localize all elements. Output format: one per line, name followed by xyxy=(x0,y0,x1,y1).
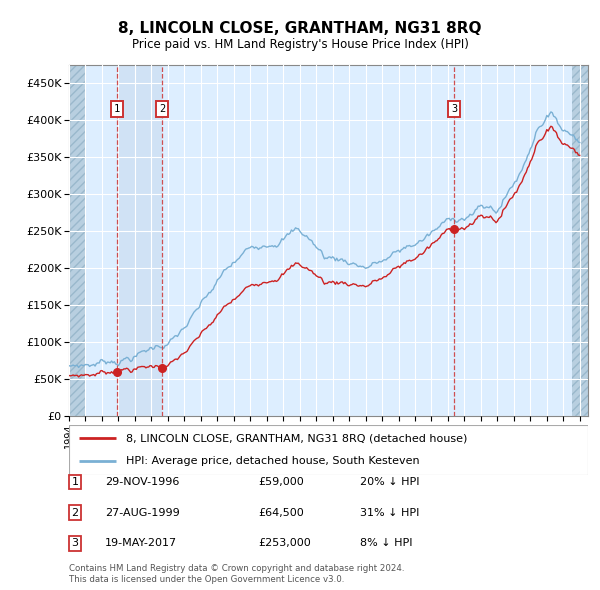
Text: 8, LINCOLN CLOSE, GRANTHAM, NG31 8RQ: 8, LINCOLN CLOSE, GRANTHAM, NG31 8RQ xyxy=(118,21,482,35)
Text: 27-AUG-1999: 27-AUG-1999 xyxy=(105,508,180,517)
Text: 3: 3 xyxy=(451,104,457,114)
Text: 8% ↓ HPI: 8% ↓ HPI xyxy=(360,539,413,548)
Bar xyxy=(69,65,85,416)
Text: 31% ↓ HPI: 31% ↓ HPI xyxy=(360,508,419,517)
Text: £253,000: £253,000 xyxy=(258,539,311,548)
Bar xyxy=(572,65,588,416)
Text: 3: 3 xyxy=(71,539,79,548)
Text: £64,500: £64,500 xyxy=(258,508,304,517)
Text: 20% ↓ HPI: 20% ↓ HPI xyxy=(360,477,419,487)
Text: 29-NOV-1996: 29-NOV-1996 xyxy=(105,477,179,487)
Text: Contains HM Land Registry data © Crown copyright and database right 2024.: Contains HM Land Registry data © Crown c… xyxy=(69,565,404,573)
Bar xyxy=(69,65,85,416)
Text: 8, LINCOLN CLOSE, GRANTHAM, NG31 8RQ (detached house): 8, LINCOLN CLOSE, GRANTHAM, NG31 8RQ (de… xyxy=(126,433,467,443)
Bar xyxy=(117,65,162,416)
Text: HPI: Average price, detached house, South Kesteven: HPI: Average price, detached house, Sout… xyxy=(126,457,420,467)
Text: 19-MAY-2017: 19-MAY-2017 xyxy=(105,539,177,548)
Text: £59,000: £59,000 xyxy=(258,477,304,487)
Text: 2: 2 xyxy=(71,508,79,517)
Bar xyxy=(572,65,588,416)
Text: Price paid vs. HM Land Registry's House Price Index (HPI): Price paid vs. HM Land Registry's House … xyxy=(131,38,469,51)
Text: 1: 1 xyxy=(71,477,79,487)
Text: 2: 2 xyxy=(159,104,166,114)
Text: This data is licensed under the Open Government Licence v3.0.: This data is licensed under the Open Gov… xyxy=(69,575,344,584)
Text: 1: 1 xyxy=(114,104,120,114)
FancyBboxPatch shape xyxy=(69,425,588,475)
